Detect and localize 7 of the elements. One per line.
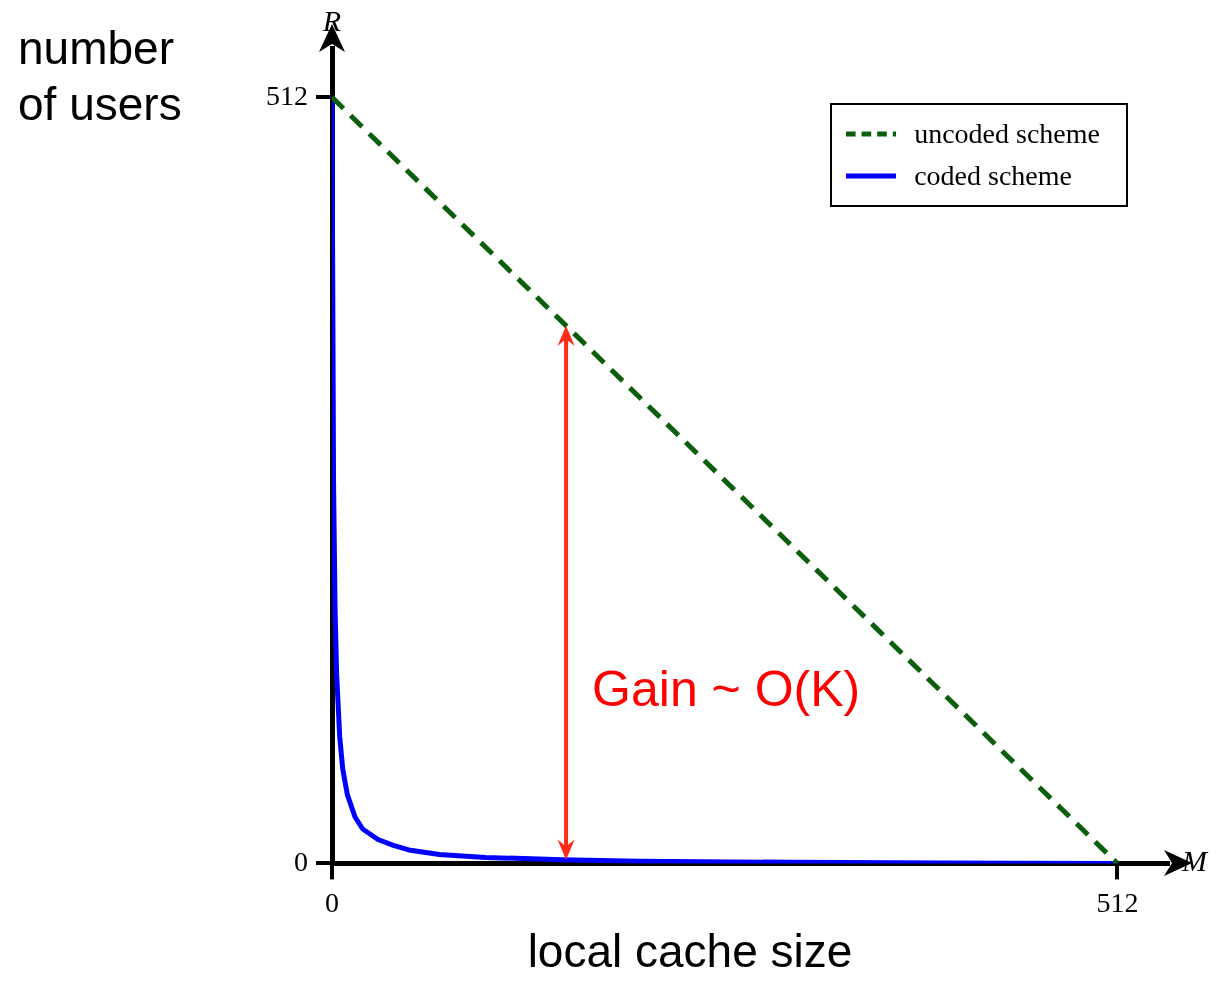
text: R xyxy=(321,3,342,37)
x-axis-title: local cache size xyxy=(527,925,853,978)
text: M xyxy=(1181,844,1209,878)
annotation: Gain ~ O(K) xyxy=(592,660,861,717)
legend-label: uncoded scheme xyxy=(914,118,1100,150)
y-axis-title: number of users xyxy=(18,21,182,130)
legend-label: coded scheme xyxy=(914,160,1072,192)
